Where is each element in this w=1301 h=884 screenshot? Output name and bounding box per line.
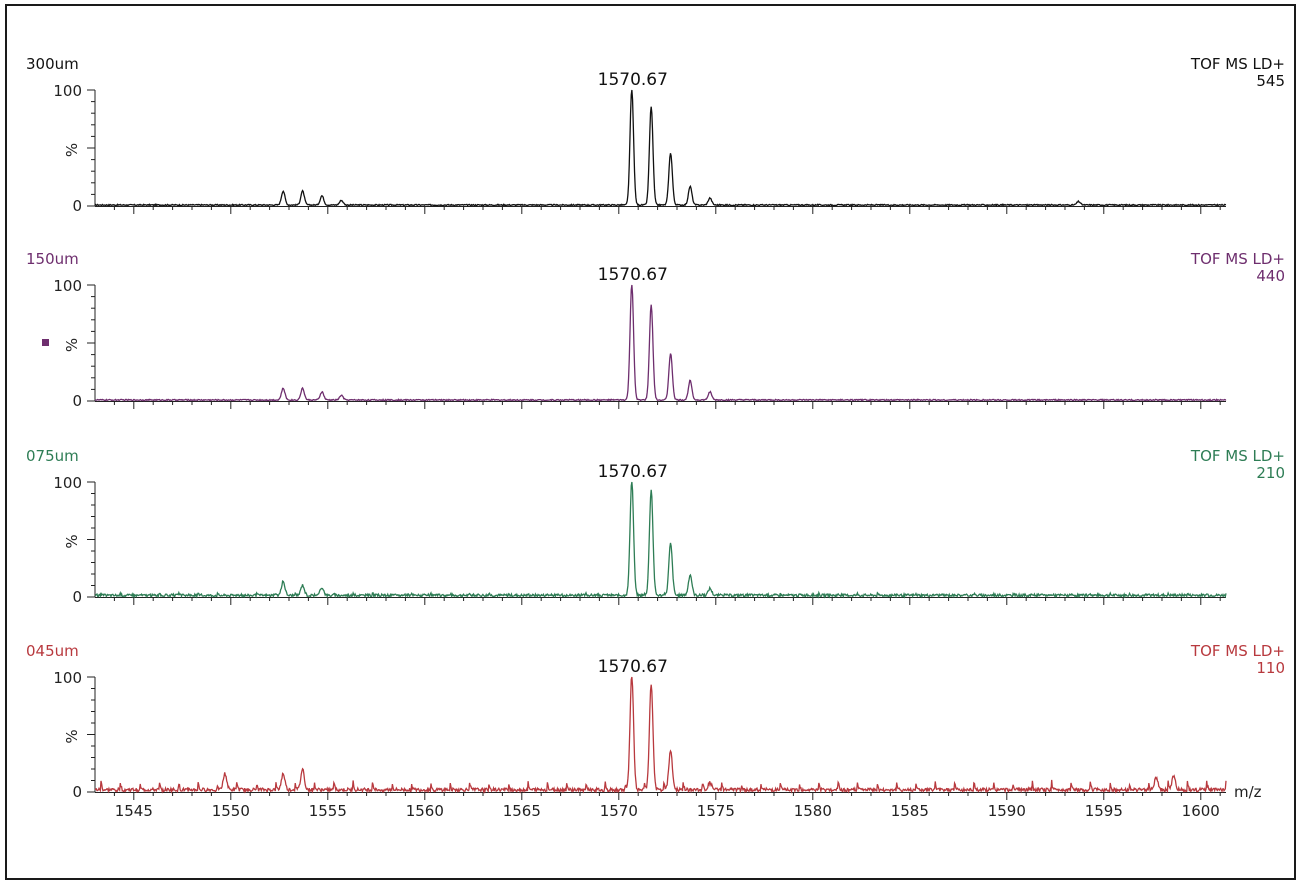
base-peak-label: 1570.67 — [598, 265, 668, 285]
sample-label: 045um — [26, 642, 79, 660]
x-tick-label: 1560 — [406, 802, 444, 820]
x-tick-label: 1580 — [794, 802, 832, 820]
x-axis-label: m/z — [1234, 783, 1262, 801]
spectrum-figure: 300um TOF MS LD+ 545 100 0% 1570.67 150um TOF M… — [5, 4, 1296, 880]
y-tick-label: 0 — [72, 588, 82, 606]
sample-label: 075um — [26, 447, 79, 465]
base-peak-label: 1570.67 — [598, 70, 668, 90]
x-tick-label: 1585 — [891, 802, 929, 820]
spectrum-trace — [94, 481, 1227, 599]
spectrum-trace — [94, 89, 1227, 207]
base-peak-label: 1570.67 — [598, 657, 668, 677]
series-marker — [42, 339, 49, 346]
spectrum-trace — [94, 676, 1227, 794]
instrument-label: TOF MS LD+ — [1190, 55, 1285, 73]
intensity-label: 545 — [1256, 72, 1285, 90]
intensity-label: 440 — [1256, 267, 1285, 285]
y-axis-label: % — [63, 534, 81, 548]
spectrum-trace — [94, 284, 1227, 402]
y-tick-label: 100 — [53, 277, 82, 295]
x-tick-label: 1595 — [1085, 802, 1123, 820]
x-tick-label: 1555 — [309, 802, 347, 820]
x-tick-label: 1550 — [212, 802, 250, 820]
x-tick-label: 1565 — [503, 802, 541, 820]
x-tick-label: 1600 — [1182, 802, 1220, 820]
sample-label: 300um — [26, 55, 79, 73]
y-axis-label: % — [63, 143, 81, 157]
y-axis-label: % — [63, 729, 81, 743]
y-axis-label: % — [63, 338, 81, 352]
instrument-label: TOF MS LD+ — [1190, 642, 1285, 660]
base-peak-label: 1570.67 — [598, 462, 668, 482]
y-tick-label: 100 — [53, 669, 82, 687]
x-tick-label: 1575 — [697, 802, 735, 820]
x-tick-label: 1570 — [600, 802, 638, 820]
sample-label: 150um — [26, 250, 79, 268]
intensity-label: 210 — [1256, 464, 1285, 482]
y-tick-label: 0 — [72, 783, 82, 801]
x-tick-label: 1590 — [988, 802, 1026, 820]
y-tick-label: 0 — [72, 392, 82, 410]
y-tick-label: 100 — [53, 82, 82, 100]
y-tick-label: 100 — [53, 474, 82, 492]
x-tick-label: 1545 — [115, 802, 153, 820]
instrument-label: TOF MS LD+ — [1190, 250, 1285, 268]
intensity-label: 110 — [1256, 659, 1285, 677]
instrument-label: TOF MS LD+ — [1190, 447, 1285, 465]
y-tick-label: 0 — [72, 197, 82, 215]
